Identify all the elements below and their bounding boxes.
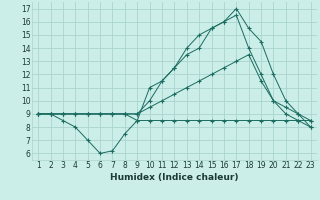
X-axis label: Humidex (Indice chaleur): Humidex (Indice chaleur) xyxy=(110,173,239,182)
